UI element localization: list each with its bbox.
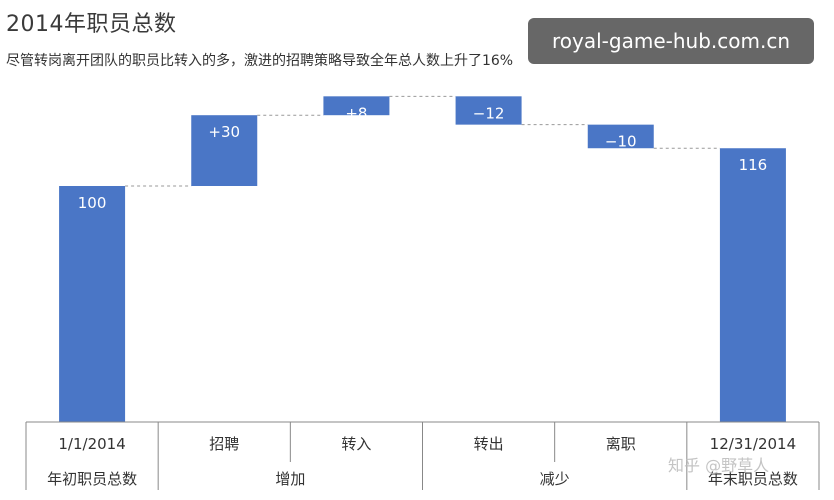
chart-title: 2014年职员总数 <box>6 12 177 37</box>
bar-value-label: −12 <box>473 104 505 122</box>
bar-value-label: −10 <box>605 133 637 151</box>
bar <box>719 148 786 423</box>
bar-value-label: +8 <box>345 104 367 122</box>
category-tick-label: 12/31/2014 <box>710 435 796 453</box>
bar-value-label: 116 <box>739 156 768 174</box>
category-tick-label: 招聘 <box>209 435 239 453</box>
bar-value-label: 100 <box>78 194 107 212</box>
category-tick-label: 转出 <box>474 435 504 453</box>
group-label: 增加 <box>275 470 305 488</box>
category-tick-label: 离职 <box>606 435 636 453</box>
category-tick-label: 转入 <box>341 435 371 453</box>
category-tick-label: 1/1/2014 <box>58 435 125 453</box>
bar <box>587 124 654 149</box>
bar <box>323 96 390 116</box>
group-label: 减少 <box>540 470 570 488</box>
footer-watermark: 知乎 @野草人 <box>668 456 770 475</box>
watermark-banner: royal-game-hub.com.cn <box>528 18 814 64</box>
group-label: 年末职员总数 <box>708 470 798 488</box>
bar <box>191 115 258 186</box>
group-label: 年初职员总数 <box>47 470 137 488</box>
bar <box>455 96 522 125</box>
bar-value-label: +30 <box>208 123 240 141</box>
chart-subtitle: 尽管转岗离开团队的职员比转入的多，激进的招聘策略导致全年总人数上升了16% <box>6 53 514 69</box>
bar <box>59 186 126 422</box>
